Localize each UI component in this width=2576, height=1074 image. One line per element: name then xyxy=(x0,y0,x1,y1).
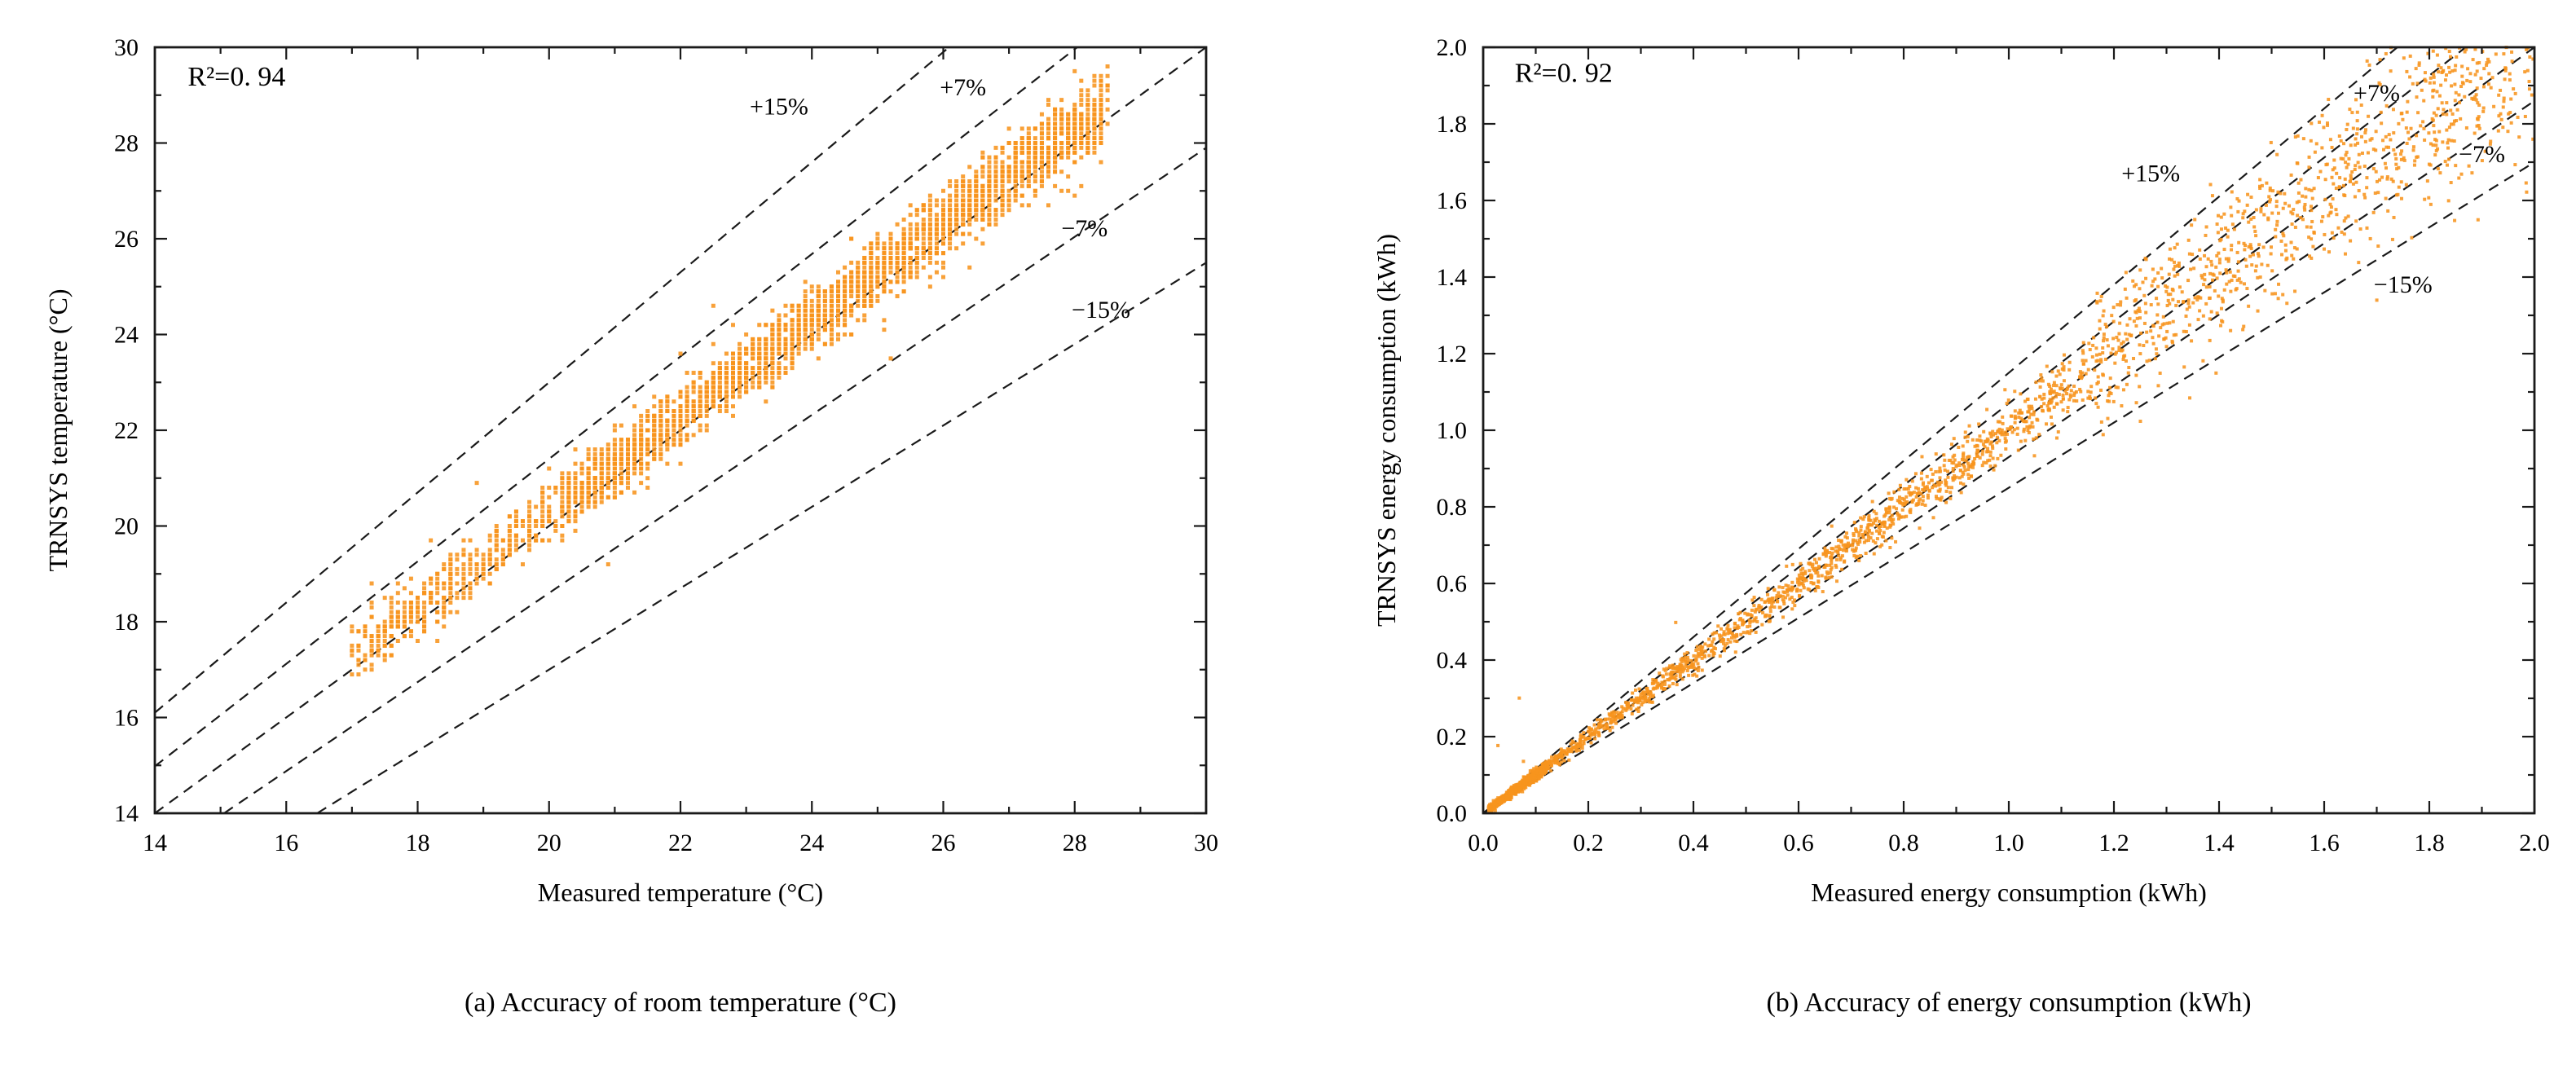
y-tick-label: 1.2 xyxy=(1437,341,1468,368)
figure-b-caption: (b) Accuracy of energy consumption (kWh) xyxy=(1766,988,2252,1018)
tick-labels: 0.0 0.2 0.4 0.6 0.8 1.0 1.2 1.4 1.6 1.8 2.0 0.0 0.2 0… xyxy=(1437,34,2550,856)
tick-labels: 14 16 18 20 22 24 26 28 30 14 16 18 20 22 24 26 28 30 xyxy=(114,34,1218,856)
r-squared-annotation: R²=0. 92 xyxy=(1515,58,1613,88)
ref-line xyxy=(223,147,1207,814)
energy-scatter-chart: 0.0 0.2 0.4 0.6 0.8 1.0 1.2 1.4 1.6 1.8 2.0 0.0 0.2 0… xyxy=(1361,23,2567,935)
ref-line-label: −15% xyxy=(2374,271,2433,298)
y-tick-label: 14 xyxy=(114,800,139,827)
ref-line-label: +7% xyxy=(940,74,986,101)
r-squared-annotation: R²=0. 94 xyxy=(187,62,285,92)
x-tick-label: 22 xyxy=(668,830,693,856)
axis-ticks xyxy=(1482,46,2536,815)
y-tick-label: 0.6 xyxy=(1437,570,1468,597)
y-tick-label: 0.4 xyxy=(1437,647,1468,674)
ref-line-label: −15% xyxy=(1072,297,1130,324)
y-tick-label: 28 xyxy=(114,130,139,157)
y-tick-label: 0.2 xyxy=(1437,724,1468,750)
y-tick-label: 1.4 xyxy=(1437,264,1468,291)
x-tick-label: 0.0 xyxy=(1468,830,1499,856)
x-tick-label: 1.0 xyxy=(1993,830,2024,856)
x-tick-label: 14 xyxy=(143,830,167,856)
x-tick-label: 0.6 xyxy=(1783,830,1814,856)
y-tick-label: 22 xyxy=(114,417,139,444)
y-tick-label: 0.8 xyxy=(1437,494,1468,521)
y-tick-label: 26 xyxy=(114,226,139,253)
x-tick-label: 0.2 xyxy=(1573,830,1604,856)
ref-line-labels: +15% +7% −7% −15% xyxy=(750,74,1130,324)
ref-line-label: +7% xyxy=(2354,80,2400,107)
y-tick-label: 1.6 xyxy=(1437,187,1468,214)
x-tick-label: 1.8 xyxy=(2414,830,2445,856)
ref-line xyxy=(1482,46,2467,814)
y-tick-label: 18 xyxy=(114,609,139,636)
x-tick-label: 26 xyxy=(931,830,956,856)
x-tick-label: 16 xyxy=(274,830,298,856)
x-tick-label: 18 xyxy=(406,830,430,856)
x-tick-label: 0.4 xyxy=(1678,830,1709,856)
figure-page: 14 16 18 20 22 24 26 28 30 14 16 18 20 22 24 26 28 30 +15%… xyxy=(33,23,2567,1019)
x-tick-label: 24 xyxy=(799,830,824,856)
ref-line xyxy=(1482,46,2398,814)
ref-line xyxy=(154,46,950,714)
y-tick-label: 30 xyxy=(114,34,139,61)
x-axis-label: Measured energy consumption (kWh) xyxy=(1811,878,2207,907)
y-tick-label: 0.0 xyxy=(1437,800,1468,827)
ref-line-label: −7% xyxy=(2459,141,2505,168)
figure-a-caption: (a) Accuracy of room temperature (°C) xyxy=(465,988,896,1018)
ref-line-label: +15% xyxy=(750,93,808,120)
y-tick-label: 1.8 xyxy=(1437,111,1468,138)
x-tick-label: 28 xyxy=(1063,830,1087,856)
x-axis-label: Measured temperature (°C) xyxy=(538,878,823,907)
y-tick-label: 16 xyxy=(114,705,139,732)
ref-line xyxy=(154,46,1078,768)
ref-line xyxy=(1482,99,2535,814)
figure-panel-a: 14 16 18 20 22 24 26 28 30 14 16 18 20 22 24 26 28 30 +15%… xyxy=(33,23,1239,1019)
y-tick-label: 20 xyxy=(114,513,139,540)
y-tick-label: 1.0 xyxy=(1437,417,1468,444)
ref-line-labels: +15% +7% −7% −15% xyxy=(2121,80,2505,298)
ref-line xyxy=(1482,161,2535,814)
axis-ticks xyxy=(153,46,1208,815)
x-tick-label: 1.2 xyxy=(2098,830,2129,856)
ref-line-label: −7% xyxy=(1061,215,1107,242)
ref-line-label: +15% xyxy=(2121,161,2180,187)
y-axis-label: TRNSYS energy consumption (kWh) xyxy=(1372,234,1401,627)
x-tick-label: 2.0 xyxy=(2519,830,2550,856)
y-tick-label: 24 xyxy=(114,322,139,349)
x-tick-label: 30 xyxy=(1194,830,1218,856)
x-tick-label: 1.6 xyxy=(2309,830,2340,856)
temperature-scatter-chart: 14 16 18 20 22 24 26 28 30 14 16 18 20 22 24 26 28 30 +15%… xyxy=(33,23,1239,935)
x-tick-label: 1.4 xyxy=(2204,830,2235,856)
x-tick-label: 0.8 xyxy=(1888,830,1919,856)
figure-panel-b: 0.0 0.2 0.4 0.6 0.8 1.0 1.2 1.4 1.6 1.8 2.0 0.0 0.2 0… xyxy=(1361,23,2567,1019)
x-tick-label: 20 xyxy=(537,830,561,856)
y-axis-label: TRNSYS temperature (°C) xyxy=(43,289,73,572)
scatter-points xyxy=(1486,46,2535,813)
ref-line xyxy=(316,262,1207,814)
y-tick-label: 2.0 xyxy=(1437,34,1468,61)
scatter-points xyxy=(350,64,1110,677)
